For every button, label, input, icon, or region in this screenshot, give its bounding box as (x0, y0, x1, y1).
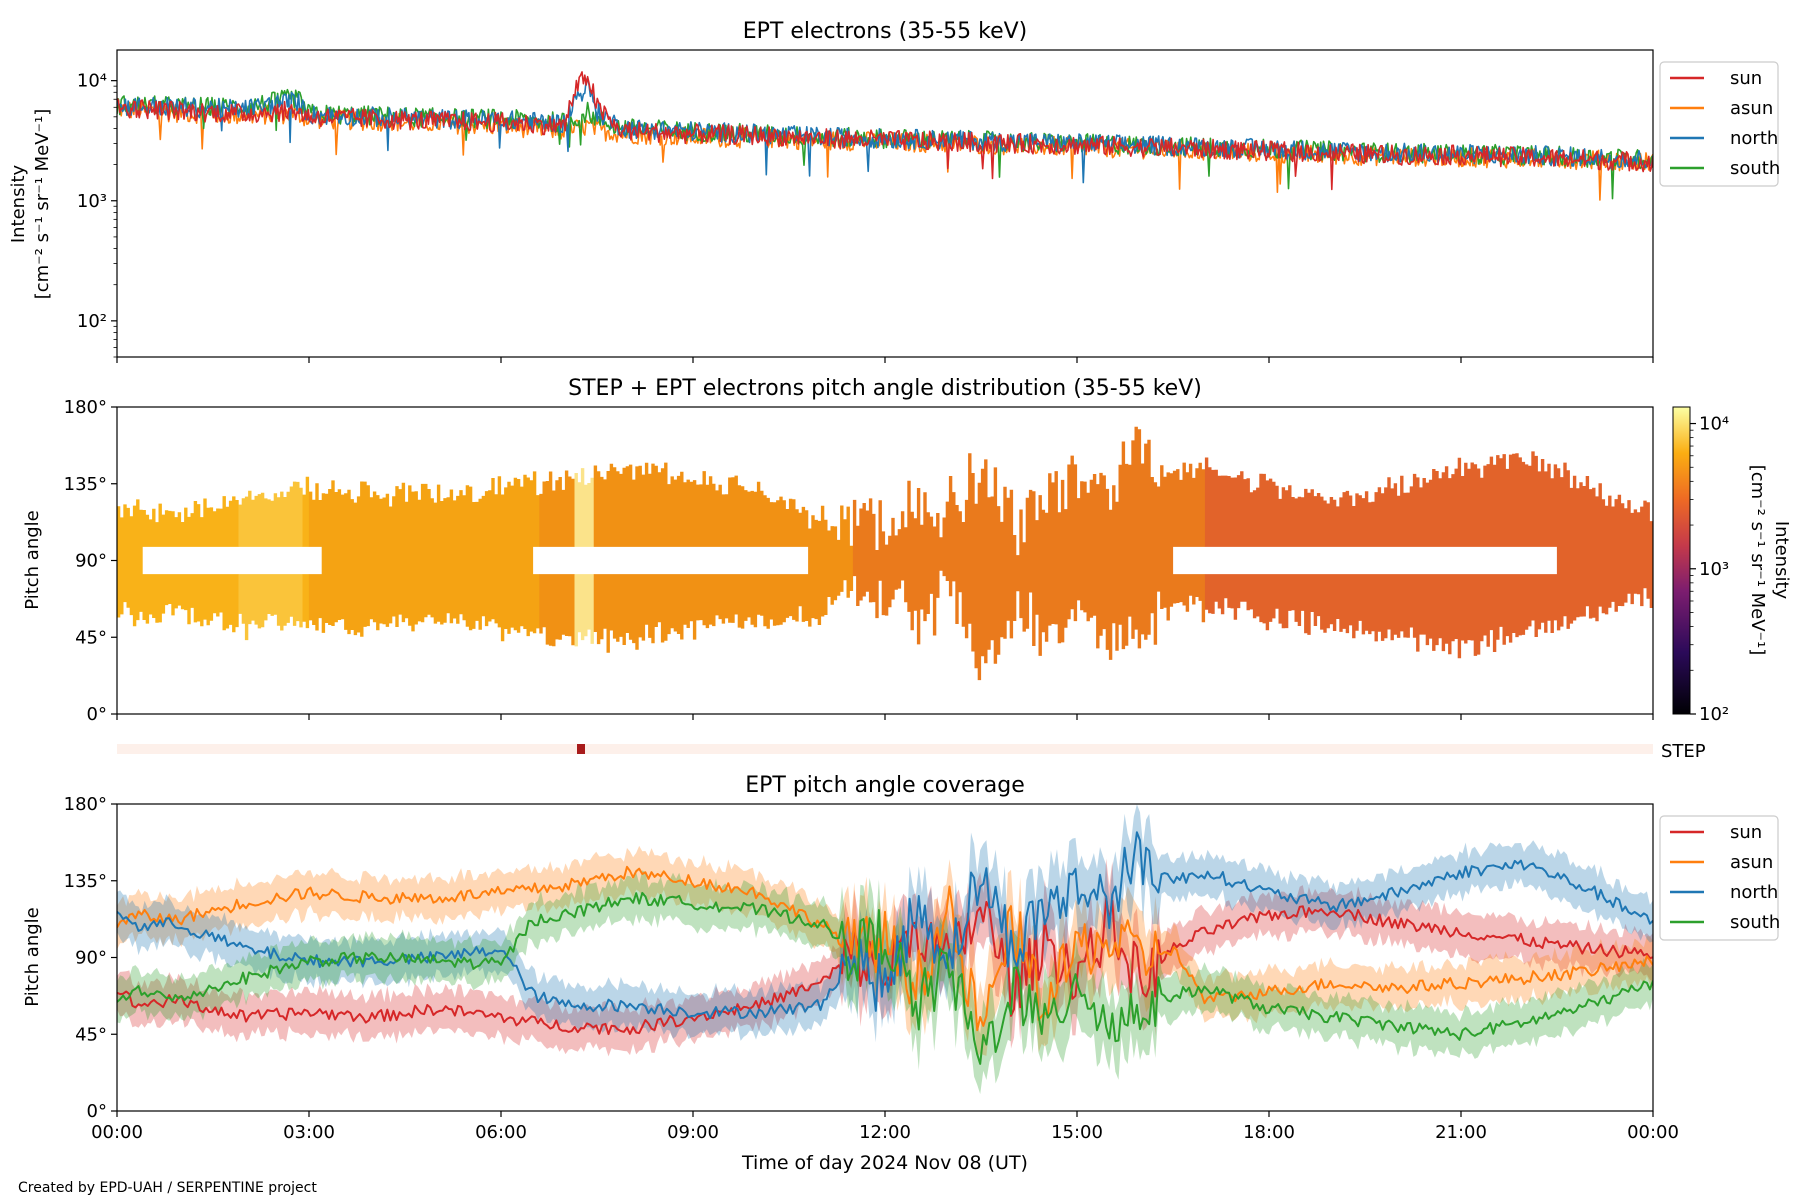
heatmap-cells (1204, 451, 1653, 659)
legend-label-south: south (1730, 158, 1780, 179)
panel1-frame (116, 49, 1654, 358)
legend-label-sun: sun (1730, 68, 1762, 89)
x-tick-label: 03:00 (283, 1122, 335, 1143)
coverage-band-north (117, 804, 1653, 1043)
legend-top: sun asun north south (1659, 61, 1780, 187)
x-tick-label: 18:00 (1243, 1122, 1295, 1143)
step-strip: STEP (117, 741, 1706, 762)
coverage-band-asun (117, 845, 1653, 1058)
heatmap-cells (238, 481, 303, 641)
x-tick-label: 21:00 (1435, 1122, 1487, 1143)
series-line-sun (117, 71, 1653, 191)
heatmap-cells (574, 468, 594, 647)
colorbar-unit: [cm⁻² s⁻¹ sr⁻¹ MeV⁻¹] (1747, 465, 1768, 656)
y-tick-label: 135° (64, 871, 107, 892)
panel3-ylabel: Pitch angle (22, 907, 43, 1006)
y-tick-label: 10² (77, 311, 107, 332)
heatmap-cells (852, 426, 1206, 681)
x-tick-label: 09:00 (667, 1122, 719, 1143)
x-tick-label: 00:00 (1627, 1122, 1679, 1143)
y-tick-label: 10⁴ (77, 71, 107, 92)
coverage-series (117, 804, 1653, 1095)
y-tick-label: 135° (64, 474, 107, 495)
panel3-title: EPT pitch angle coverage (745, 773, 1025, 798)
y-tick-label: 180° (64, 397, 107, 418)
legend-label-sun: sun (1730, 822, 1762, 843)
legend-label-asun: asun (1730, 98, 1773, 119)
y-tick-label: 90° (75, 551, 107, 572)
footer-credit: Created by EPD-UAH / SERPENTINE project (18, 1180, 317, 1196)
y-tick-label: 45° (75, 627, 107, 648)
heatmap-cells (302, 476, 310, 629)
coverage-line-sun (117, 897, 1653, 1036)
legend-label-north: north (1730, 128, 1778, 149)
step-bar (117, 744, 1653, 754)
x-tick-label: 15:00 (1051, 1122, 1103, 1143)
colorbar-tick-label: 10³ (1699, 559, 1729, 580)
panel1-yunit: [cm⁻² s⁻¹ sr⁻¹ MeV⁻¹] (32, 109, 53, 300)
panel1-y-ticks: 10² 10³ 10⁴ (77, 71, 117, 358)
panel1-x-ticks (116, 357, 1654, 363)
legend-bottom: sun asun north south (1659, 815, 1780, 941)
panel2-y-ticks: 0° 45° 90° 135° 180° (64, 397, 117, 725)
step-marker (577, 744, 585, 754)
y-tick-label: 10³ (77, 191, 107, 212)
y-tick-label: 0° (87, 1101, 107, 1122)
colorbar-tick-label: 10⁴ (1699, 414, 1729, 435)
y-tick-label: 180° (64, 794, 107, 815)
colorbar-tick-label: 10² (1699, 704, 1729, 725)
heatmap-cells (593, 462, 854, 653)
coverage-band-sun (117, 858, 1653, 1057)
panel-pitch-distribution: STEP + EPT electrons pitch angle distrib… (22, 376, 1792, 725)
panel-intensity: EPT electrons (35-55 keV) 10² 10³ 10⁴ Inte… (8, 19, 1780, 363)
panel3-x-ticks: 00:00 03:00 06:00 09:00 12:00 15:00 18:00 21:00… (91, 1111, 1679, 1143)
pitch-heatmap (117, 426, 1653, 681)
intensity-series (117, 71, 1653, 201)
panel-pitch-coverage: EPT pitch angle coverage 0° 45° 90° 135° 180… (22, 773, 1780, 1143)
coverage-line-south (117, 891, 1653, 1065)
step-label: STEP (1661, 741, 1706, 762)
heatmap-cells (539, 470, 575, 647)
panel2-x-ticks (116, 714, 1654, 720)
colorbar-ticks: 10² 10³ 10⁴ (1690, 414, 1729, 725)
x-tick-label: 12:00 (859, 1122, 911, 1143)
series-line-north (117, 77, 1653, 184)
x-tick-label: 00:00 (91, 1122, 143, 1143)
colorbar (1672, 406, 1691, 715)
panel2-title: STEP + EPT electrons pitch angle distrib… (568, 376, 1202, 401)
x-tick-label: 06:00 (475, 1122, 527, 1143)
legend-label-asun: asun (1730, 852, 1773, 873)
y-tick-label: 45° (75, 1024, 107, 1045)
legend-label-south: south (1730, 912, 1780, 933)
colorbar-label: Intensity (1771, 521, 1792, 600)
panel1-title: EPT electrons (35-55 keV) (743, 19, 1028, 44)
panel2-ylabel: Pitch angle (22, 510, 43, 609)
legend-frame (1659, 61, 1779, 187)
y-tick-label: 90° (75, 948, 107, 969)
panel1-ylabel: Intensity (8, 164, 29, 243)
legend-frame (1659, 815, 1779, 941)
coverage-line-north (117, 831, 1653, 1020)
legend-label-north: north (1730, 882, 1778, 903)
panel3-y-ticks: 0° 45° 90° 135° 180° (64, 794, 117, 1122)
coverage-line-asun (117, 865, 1653, 1032)
heatmap-cells (308, 471, 540, 642)
heatmap-cells (117, 496, 239, 633)
y-tick-label: 0° (87, 704, 107, 725)
x-axis-label: Time of day 2024 Nov 08 (UT) (741, 1152, 1028, 1174)
